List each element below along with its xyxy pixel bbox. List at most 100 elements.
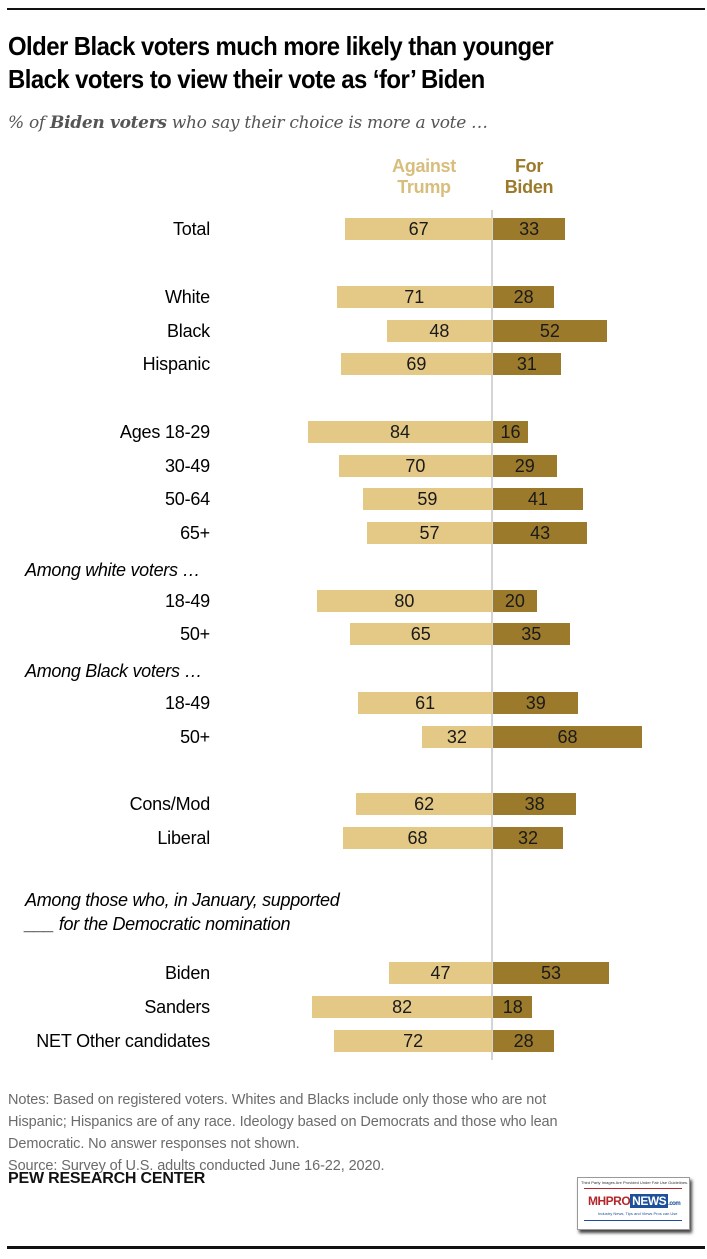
row-label-among-white-voters-18-49: 18-49 — [164, 591, 210, 611]
value-label-against-january-supporters-biden: 47 — [430, 963, 451, 983]
notes: Notes: Based on registered voters. White… — [8, 1089, 703, 1177]
bar-for-biden-january-supporters-biden — [493, 962, 610, 984]
row-label-ages-18-29: Ages 18-29 — [119, 422, 210, 442]
bar-for-biden-black — [493, 320, 607, 342]
watermark-news: NEWS — [630, 1194, 669, 1208]
bottom-rule — [7, 1246, 705, 1249]
value-label-for-white: 28 — [513, 287, 534, 307]
value-label-against-black: 48 — [429, 321, 450, 341]
value-label-against-50-64: 59 — [417, 489, 438, 509]
watermark-wordmark: MHPRO NEWS .com — [588, 1194, 681, 1208]
value-label-against-january-supporters-sanders: 82 — [392, 997, 413, 1017]
value-label-for-among-white-voters-18-49: 20 — [504, 591, 525, 611]
value-label-for-black: 52 — [539, 321, 560, 341]
bar-against-trump-january-supporters-net-other-candidates — [334, 1030, 492, 1052]
legend-against-line-1: Against — [392, 156, 456, 176]
legend-against-line-2: Trump — [397, 177, 451, 197]
value-label-for-total: 33 — [519, 219, 540, 239]
bar-for-biden-among-white-voters-50 — [493, 623, 570, 645]
bar-against-trump-cons-mod — [356, 793, 492, 815]
value-label-for-among-black-voters-50: 68 — [557, 727, 578, 747]
value-label-for-65: 43 — [530, 523, 551, 543]
value-label-against-hispanic: 69 — [406, 354, 427, 374]
notes-line-2: Hispanic; Hispanics are of any race. Ide… — [8, 1114, 558, 1130]
bar-against-trump-liberal — [343, 827, 492, 849]
pew-brand: PEW RESEARCH CENTER — [8, 1170, 206, 1187]
bar-for-biden-among-black-voters-18-49 — [493, 692, 579, 714]
subtitle-prefix: % of — [8, 113, 50, 133]
value-label-for-30-49: 29 — [514, 456, 535, 476]
bar-against-trump-january-supporters-sanders — [312, 996, 492, 1018]
source-line: Source: Survey of U.S. adults conducted … — [8, 1158, 385, 1174]
legend-for-biden: For Biden — [490, 156, 568, 198]
value-label-against-among-black-voters-50: 32 — [446, 727, 467, 747]
value-label-for-50-64: 41 — [527, 489, 548, 509]
legend-for-line-1: For — [514, 156, 544, 176]
bar-for-biden-among-white-voters-18-49 — [493, 590, 537, 612]
row-label-among-black-voters-50: 50+ — [180, 727, 210, 747]
group-label-january-1: Among those who, in January, supported — [25, 890, 340, 910]
value-label-against-30-49: 70 — [405, 456, 426, 476]
row-label-50-64: 50-64 — [164, 489, 210, 509]
value-label-for-january-supporters-sanders: 18 — [502, 997, 523, 1017]
group-label-black: Among Black voters … — [25, 661, 203, 681]
bar-against-trump-30-49 — [338, 455, 492, 477]
bar-for-biden-january-supporters-sanders — [493, 996, 533, 1018]
watermark-blue-line — [584, 1220, 682, 1221]
value-label-for-cons-mod: 38 — [524, 794, 545, 814]
bar-against-trump-65 — [367, 522, 492, 544]
chart-subtitle: % of Biden voters who say their choice i… — [8, 113, 488, 133]
bar-against-trump-white — [336, 286, 492, 308]
row-label-white: White — [164, 287, 210, 307]
row-label-january-supporters-net-other-candidates: NET Other candidates — [36, 1031, 210, 1051]
bar-for-biden-30-49 — [493, 455, 557, 477]
bar-for-biden-cons-mod — [493, 793, 577, 815]
title-line-2: Black voters to view their vote as ‘for’… — [8, 64, 485, 94]
bar-for-biden-january-supporters-net-other-candidates — [493, 1030, 555, 1052]
row-label-liberal: Liberal — [157, 828, 210, 848]
value-label-for-january-supporters-biden: 53 — [541, 963, 562, 983]
watermark-tagline: Industry News, Tips and Views Pros can U… — [598, 1211, 678, 1216]
row-label-among-black-voters-18-49: 18-49 — [164, 693, 210, 713]
bar-for-biden-hispanic — [493, 353, 561, 375]
title-line-1: Older Black voters much more likely than… — [8, 31, 554, 61]
notes-line-3: Democratic. No answer responses not show… — [8, 1136, 300, 1152]
watermark-red-line — [584, 1188, 682, 1189]
value-label-for-ages-18-29: 16 — [500, 422, 521, 442]
bar-against-trump-black — [386, 320, 492, 342]
bar-against-trump-january-supporters-biden — [389, 962, 492, 984]
value-label-against-liberal: 68 — [407, 828, 428, 848]
value-label-against-ages-18-29: 84 — [389, 422, 411, 442]
bar-against-trump-hispanic — [340, 353, 492, 375]
bar-for-biden-among-black-voters-50 — [493, 726, 642, 748]
group-label-white: Among white voters … — [25, 560, 201, 580]
row-label-65: 65+ — [180, 523, 210, 543]
bar-against-trump-among-black-voters-18-49 — [358, 692, 492, 714]
value-label-against-white: 71 — [404, 287, 425, 307]
value-label-against-65: 57 — [419, 523, 440, 543]
row-label-30-49: 30-49 — [164, 456, 210, 476]
value-label-for-liberal: 32 — [518, 828, 539, 848]
bar-for-biden-white — [493, 286, 555, 308]
value-label-for-among-black-voters-18-49: 39 — [525, 693, 546, 713]
watermark-com: .com — [668, 1201, 681, 1207]
value-label-for-hispanic: 31 — [516, 354, 537, 374]
top-rule — [7, 8, 705, 10]
row-label-total: Total — [172, 219, 210, 239]
chart-title: Older Black voters much more likely than… — [8, 30, 647, 96]
bar-for-biden-65 — [493, 522, 588, 544]
value-label-against-among-black-voters-18-49: 61 — [415, 693, 436, 713]
value-label-against-january-supporters-net-other-candidates: 72 — [403, 1031, 424, 1051]
zero-axis-line — [491, 210, 493, 1060]
value-label-against-total: 67 — [408, 219, 429, 239]
legend-for-line-2: Biden — [504, 177, 554, 197]
notes-line-1: Notes: Based on registered voters. White… — [8, 1092, 547, 1108]
watermark-mhpro: MHPRO — [588, 1194, 631, 1208]
subtitle-suffix: who say their choice is more a vote … — [166, 113, 488, 133]
bar-against-trump-50-64 — [362, 488, 492, 510]
watermark-fair-use-text: Third Party Images Are Provided Under Fa… — [581, 1180, 689, 1185]
value-label-for-among-white-voters-50: 35 — [521, 624, 542, 644]
legend-against-trump: Against Trump — [384, 156, 464, 198]
row-label-among-white-voters-50: 50+ — [180, 624, 210, 644]
bar-for-biden-50-64 — [493, 488, 583, 510]
